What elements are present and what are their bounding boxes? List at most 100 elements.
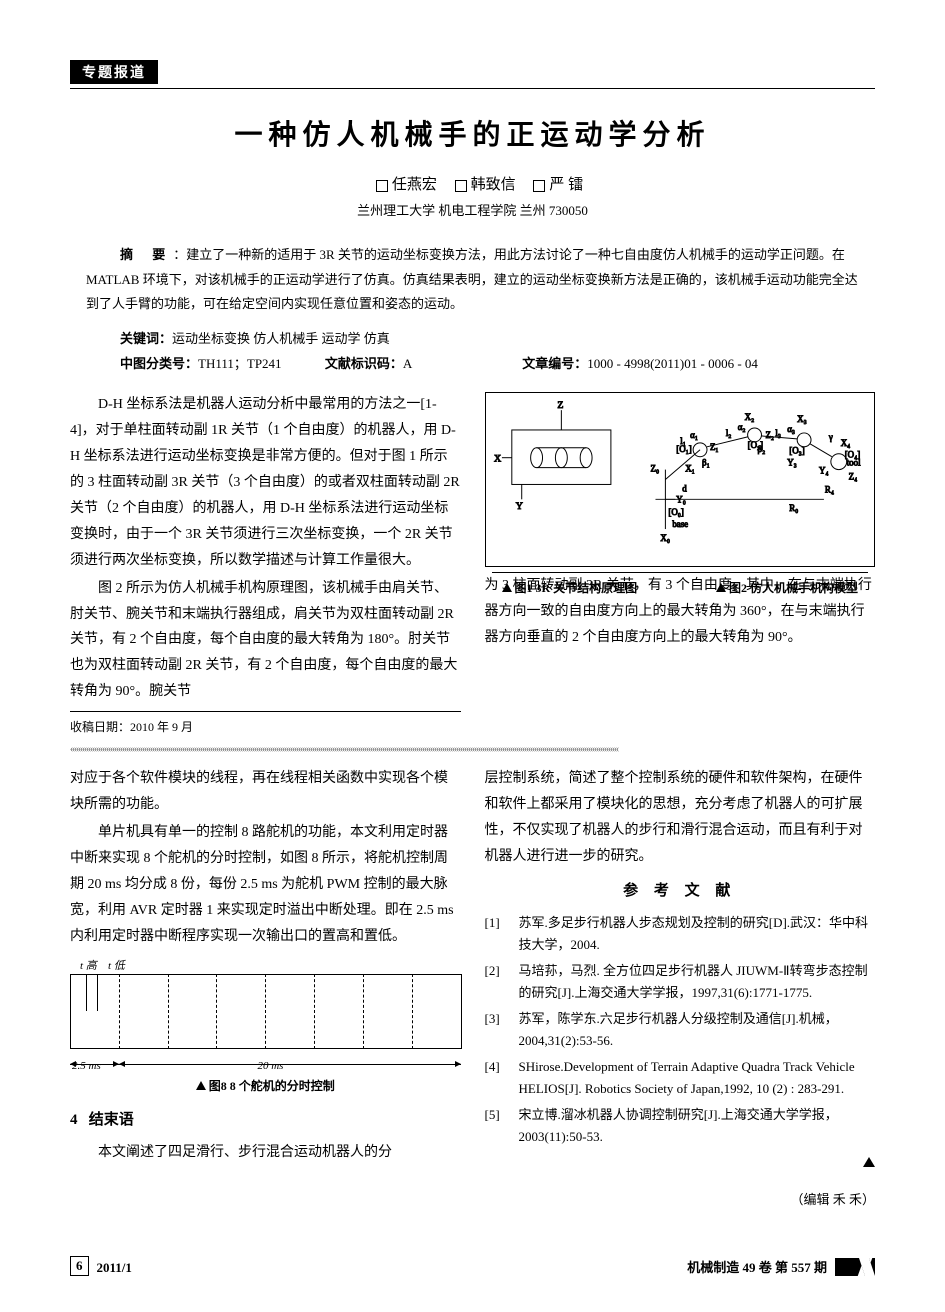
author-box-icon: [533, 180, 545, 192]
section-4-title: 结束语: [89, 1112, 134, 1128]
svg-text:Y₃: Y₃: [787, 458, 797, 468]
received-date: 收稿日期：2010 年 9 月: [70, 711, 461, 738]
ref-num: [5]: [485, 1104, 519, 1148]
timing-frame: [70, 974, 461, 1049]
body-para: 单片机具有单一的控制 8 路舵机的功能，本文利用定时器中断来实现 8 个舵机的分…: [70, 820, 461, 949]
section-header-block: 专题报道: [70, 60, 158, 84]
svg-text:tool: tool: [846, 458, 860, 468]
ref-num: [2]: [485, 960, 519, 1004]
clc-value: TH111；TP241: [198, 356, 282, 371]
lower-right-column: 层控制系统，简述了整个控制系统的硬件和软件架构，在硬件和软件上都采用了模块化的思…: [485, 766, 876, 1212]
svg-text:l₂: l₂: [725, 428, 731, 438]
article-id-label: 文章编号：: [522, 356, 587, 371]
triangle-icon: [196, 1081, 206, 1090]
svg-text:X₁: X₁: [685, 464, 695, 474]
svg-text:α₂: α₂: [737, 422, 745, 432]
fig8-caption: 图8 8 个舵机的分时控制: [209, 1079, 335, 1093]
ref-num: [3]: [485, 1008, 519, 1052]
fig2-caption: 图2 仿人机械手机构模型: [729, 581, 858, 595]
footer-left: 6 2011/1: [70, 1256, 132, 1276]
footer-right: 机械制造 49 卷 第 557 期: [687, 1257, 875, 1276]
ref-text: 马培荪，马烈. 全方位四足步行机器人 JIUWM-Ⅱ转弯步态控制的研究[J].上…: [519, 960, 876, 1004]
classification-row: 中图分类号：TH111；TP241 文献标识码：A 文章编号：1000 - 49…: [70, 352, 875, 377]
doccode-value: A: [403, 356, 412, 371]
abstract-label: 摘 要: [120, 247, 173, 262]
body-para: 层控制系统，简述了整个控制系统的硬件和软件架构，在硬件和软件上都采用了模块化的思…: [485, 766, 876, 870]
references-heading: 参 考 文 献: [485, 878, 876, 906]
svg-text:X₃: X₃: [797, 414, 807, 424]
author-2: 韩致信: [471, 177, 516, 193]
ref-text: SHirose.Development of Terrain Adaptive …: [519, 1056, 876, 1100]
svg-text:Z₂: Z₂: [765, 430, 774, 440]
svg-text:Z: Z: [557, 401, 563, 412]
svg-text:l₃: l₃: [775, 428, 781, 438]
keywords-text: 运动坐标变换 仿人机械手 运动学 仿真: [172, 331, 390, 346]
body-para: 本文阐述了四足滑行、步行混合运动机器人的分: [70, 1140, 461, 1166]
section-divider: ««««««««««««««««««««««««««««««««««««««««…: [70, 744, 875, 758]
fig8-caption-row: 图8 8 个舵机的分时控制: [70, 1075, 461, 1097]
section-4-heading: 4 结束语: [70, 1107, 461, 1135]
svg-text:X: X: [493, 454, 500, 465]
svg-text:Y: Y: [515, 502, 522, 513]
ref-num: [4]: [485, 1056, 519, 1100]
figure-1-2-box: Z X Y X₀ Y₀: [485, 392, 876, 567]
svg-text:R₀: R₀: [789, 504, 798, 514]
svg-text:α₃: α₃: [787, 424, 795, 434]
received-value: 2010 年 9 月: [130, 720, 193, 734]
svg-text:γ: γ: [827, 432, 832, 442]
footer-journal: 机械制造 49 卷 第 557 期: [687, 1257, 827, 1276]
reference-item: [5]宋立博.溜冰机器人协调控制研究[J].上海交通大学学报，2003(11):…: [485, 1104, 876, 1148]
svg-text:Y₄: Y₄: [818, 466, 828, 476]
svg-text:X₂: X₂: [744, 412, 754, 422]
doccode-label: 文献标识码：: [325, 356, 403, 371]
reference-item: [1]苏军.多足步行机器人步态规划及控制的研究[D].武汉：华中科技大学，200…: [485, 912, 876, 956]
upper-columns: D-H 坐标系法是机器人运动分析中最常用的方法之一[1-4]，对于单柱面转动副 …: [70, 392, 875, 738]
ref-text: 苏军，陈学东.六足步行机器人分级控制及通信[J].机械，2004,31(2):5…: [519, 1008, 876, 1052]
svg-text:X₀: X₀: [660, 533, 670, 543]
footer-issue: 2011/1: [97, 1260, 132, 1276]
author-3: 严 镭: [549, 177, 583, 193]
journal-logo-icon: [835, 1258, 875, 1276]
svg-text:Z₀: Z₀: [650, 464, 659, 474]
author-box-icon: [376, 180, 388, 192]
ref-text: 苏军.多足步行机器人步态规划及控制的研究[D].武汉：华中科技大学，2004.: [519, 912, 876, 956]
svg-text:[O₃]: [O₃]: [789, 446, 805, 456]
ref-num: [1]: [485, 912, 519, 956]
svg-text:[O₀]: [O₀]: [668, 508, 684, 518]
reference-item: [4]SHirose.Development of Terrain Adapti…: [485, 1056, 876, 1100]
header-rule: [70, 88, 875, 89]
reference-item: [3]苏军，陈学东.六足步行机器人分级控制及通信[J].机械，2004,31(2…: [485, 1008, 876, 1052]
slice-ms-label: 2.5 ms: [72, 1056, 101, 1076]
figure-1-2-svg: Z X Y X₀ Y₀: [492, 399, 869, 560]
body-para: 图 2 所示为仿人机械手机构原理图，该机械手由肩关节、肘关节、腕关节和末端执行器…: [70, 576, 461, 705]
affiliation: 兰州理工大学 机电工程学院 兰州 730050: [70, 200, 875, 219]
body-para: 对应于各个软件模块的线程，再在线程相关函数中实现各个模块所需的功能。: [70, 766, 461, 818]
svg-text:[O₂]: [O₂]: [747, 440, 763, 450]
reference-item: [2]马培荪，马烈. 全方位四足步行机器人 JIUWM-Ⅱ转弯步态控制的研究[J…: [485, 960, 876, 1004]
upper-left-column: D-H 坐标系法是机器人运动分析中最常用的方法之一[1-4]，对于单柱面转动副 …: [70, 392, 461, 738]
author-1: 任燕宏: [392, 177, 437, 193]
period-ms-label: 20 ms: [257, 1056, 283, 1076]
figure-8-timing: t 高 t 低 2.5 ms 20 ms: [70, 956, 461, 1071]
abstract-text: ：建立了一种新的适用于 3R 关节的运动坐标变换方法，用此方法讨论了一种七自由度…: [86, 247, 858, 311]
svg-text:l₁: l₁: [680, 436, 686, 446]
triangle-icon: [502, 583, 512, 592]
svg-text:base: base: [672, 519, 688, 529]
svg-text:α₁: α₁: [690, 430, 698, 440]
svg-text:X₄: X₄: [840, 438, 850, 448]
figure-caption-row: 图1 3R 关节结构原理图 图2 仿人机械手机构模型: [492, 572, 869, 599]
article-title: 一种仿人机械手的正运动学分析: [70, 113, 875, 153]
triangle-icon: [863, 1157, 875, 1167]
svg-text:β₁: β₁: [702, 458, 710, 468]
section-4-num: 4: [70, 1112, 78, 1128]
svg-text:Z₄: Z₄: [848, 472, 857, 482]
page-number: 6: [70, 1256, 89, 1276]
ref-text: 宋立博.溜冰机器人协调控制研究[J].上海交通大学学报，2003(11):50-…: [519, 1104, 876, 1148]
clc-label: 中图分类号：: [120, 356, 198, 371]
upper-right-column: Z X Y X₀ Y₀: [485, 392, 876, 738]
page-footer: 6 2011/1 机械制造 49 卷 第 557 期: [70, 1256, 875, 1276]
abstract: 摘 要：建立了一种新的适用于 3R 关节的运动坐标变换方法，用此方法讨论了一种七…: [70, 243, 875, 317]
received-label: 收稿日期：: [70, 720, 130, 734]
triangle-icon: [716, 583, 726, 592]
author-box-icon: [455, 180, 467, 192]
